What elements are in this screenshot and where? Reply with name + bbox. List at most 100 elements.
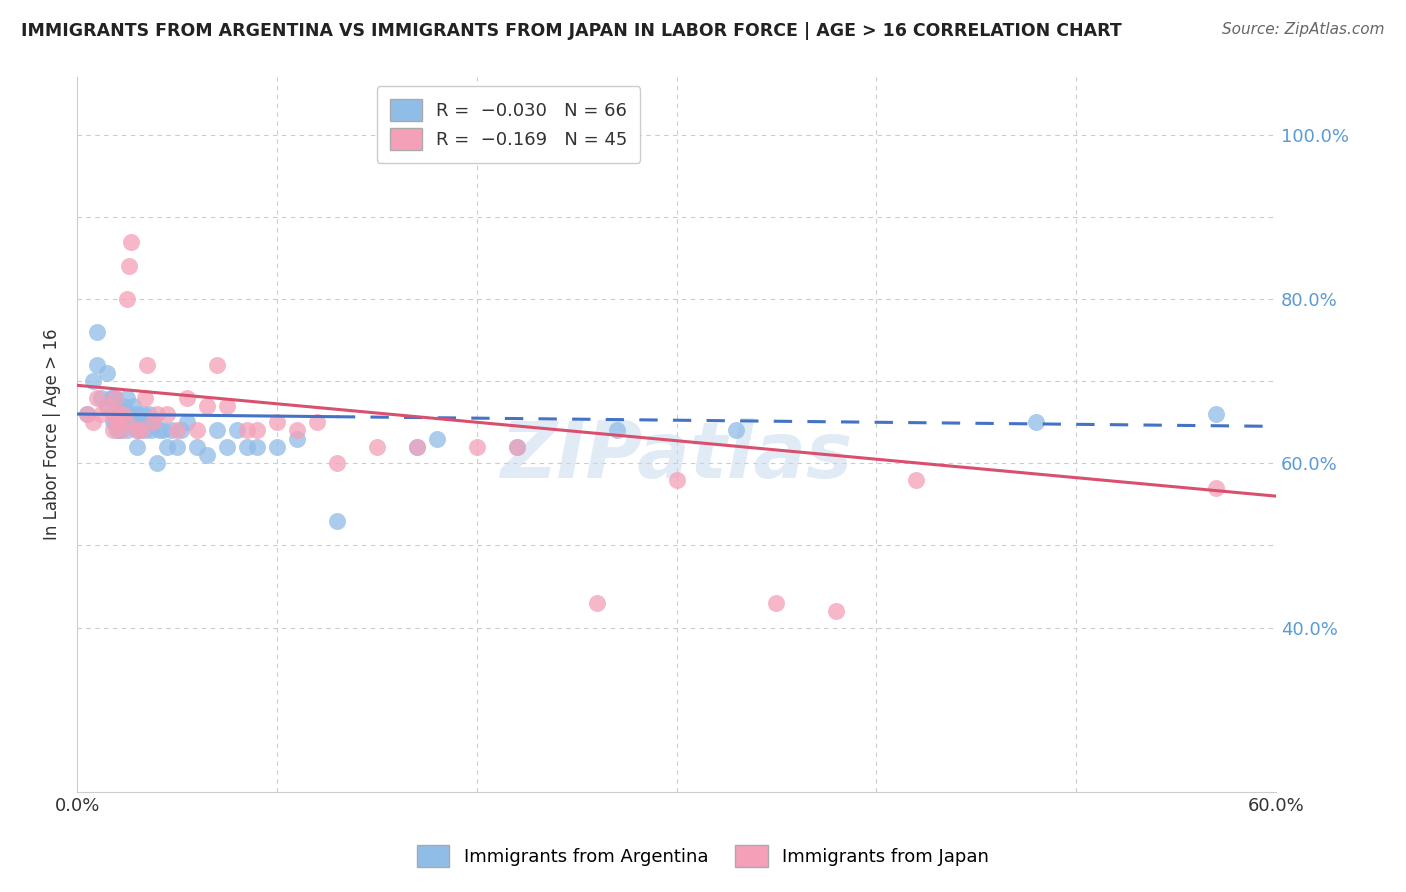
Point [236,440,259,454]
Point [82,415,104,429]
Point [125,424,148,438]
Point [112,399,135,413]
Point [122,399,145,413]
Point [305,415,328,429]
Point [105,407,128,421]
Point [120,235,142,249]
Point [186,424,208,438]
Point [205,358,228,372]
Point [326,456,349,470]
Legend: R =  −0.030   N = 66, R =  −0.169   N = 45: R = −0.030 N = 66, R = −0.169 N = 45 [377,87,641,163]
Point [101,407,124,421]
Point [1205,481,1227,495]
Point [96,366,118,380]
Point [366,440,388,454]
Point [1025,415,1047,429]
Point [112,407,135,421]
Point [170,424,193,438]
Point [405,440,427,454]
Point [105,415,128,429]
Point [115,407,138,421]
Point [115,292,138,306]
Point [110,424,132,438]
Point [205,424,228,438]
Point [825,604,848,618]
Text: Source: ZipAtlas.com: Source: ZipAtlas.com [1222,22,1385,37]
Point [148,424,170,438]
Point [90,391,112,405]
Legend: Immigrants from Argentina, Immigrants from Japan: Immigrants from Argentina, Immigrants fr… [409,838,997,874]
Text: ZIPatlas: ZIPatlas [501,418,852,494]
Point [134,391,156,405]
Point [138,407,160,421]
Point [86,325,108,339]
Point [112,407,135,421]
Point [101,391,124,405]
Point [118,415,141,429]
Point [142,415,165,429]
Point [105,424,128,438]
Point [104,391,127,405]
Point [665,473,688,487]
Point [186,440,208,454]
Point [104,391,127,405]
Point [195,448,218,462]
Point [246,424,269,438]
Point [236,424,259,438]
Point [86,358,108,372]
Point [136,358,159,372]
Point [426,432,449,446]
Point [905,473,928,487]
Point [90,407,112,421]
Point [101,407,124,421]
Point [405,440,427,454]
Point [152,424,174,438]
Point [105,399,128,413]
Point [226,424,249,438]
Point [176,415,198,429]
Point [139,424,162,438]
Point [112,415,135,429]
Point [118,260,141,274]
Text: IMMIGRANTS FROM ARGENTINA VS IMMIGRANTS FROM JAPAN IN LABOR FORCE | AGE > 16 COR: IMMIGRANTS FROM ARGENTINA VS IMMIGRANTS … [21,22,1122,40]
Point [136,415,159,429]
Point [195,399,218,413]
Point [725,424,748,438]
Point [101,415,124,429]
Point [104,415,127,429]
Point [125,440,148,454]
Point [105,407,128,421]
Point [96,399,118,413]
Point [134,424,156,438]
Point [76,407,98,421]
Point [156,407,179,421]
Point [115,415,138,429]
Point [1205,407,1227,421]
Point [285,432,308,446]
Point [176,391,198,405]
Point [125,407,148,421]
Point [110,424,132,438]
Point [146,456,169,470]
Point [146,407,169,421]
Point [505,440,527,454]
Point [76,407,98,421]
Point [166,424,188,438]
Point [101,424,124,438]
Point [326,514,349,528]
Point [129,415,152,429]
Point [142,415,165,429]
Point [129,424,152,438]
Point [585,596,607,610]
Point [215,440,238,454]
Y-axis label: In Labor Force | Age > 16: In Labor Force | Age > 16 [44,329,60,541]
Point [125,424,148,438]
Point [606,424,628,438]
Point [166,440,188,454]
Point [215,399,238,413]
Point [108,415,131,429]
Point [765,596,787,610]
Point [285,424,308,438]
Point [108,424,131,438]
Point [128,424,150,438]
